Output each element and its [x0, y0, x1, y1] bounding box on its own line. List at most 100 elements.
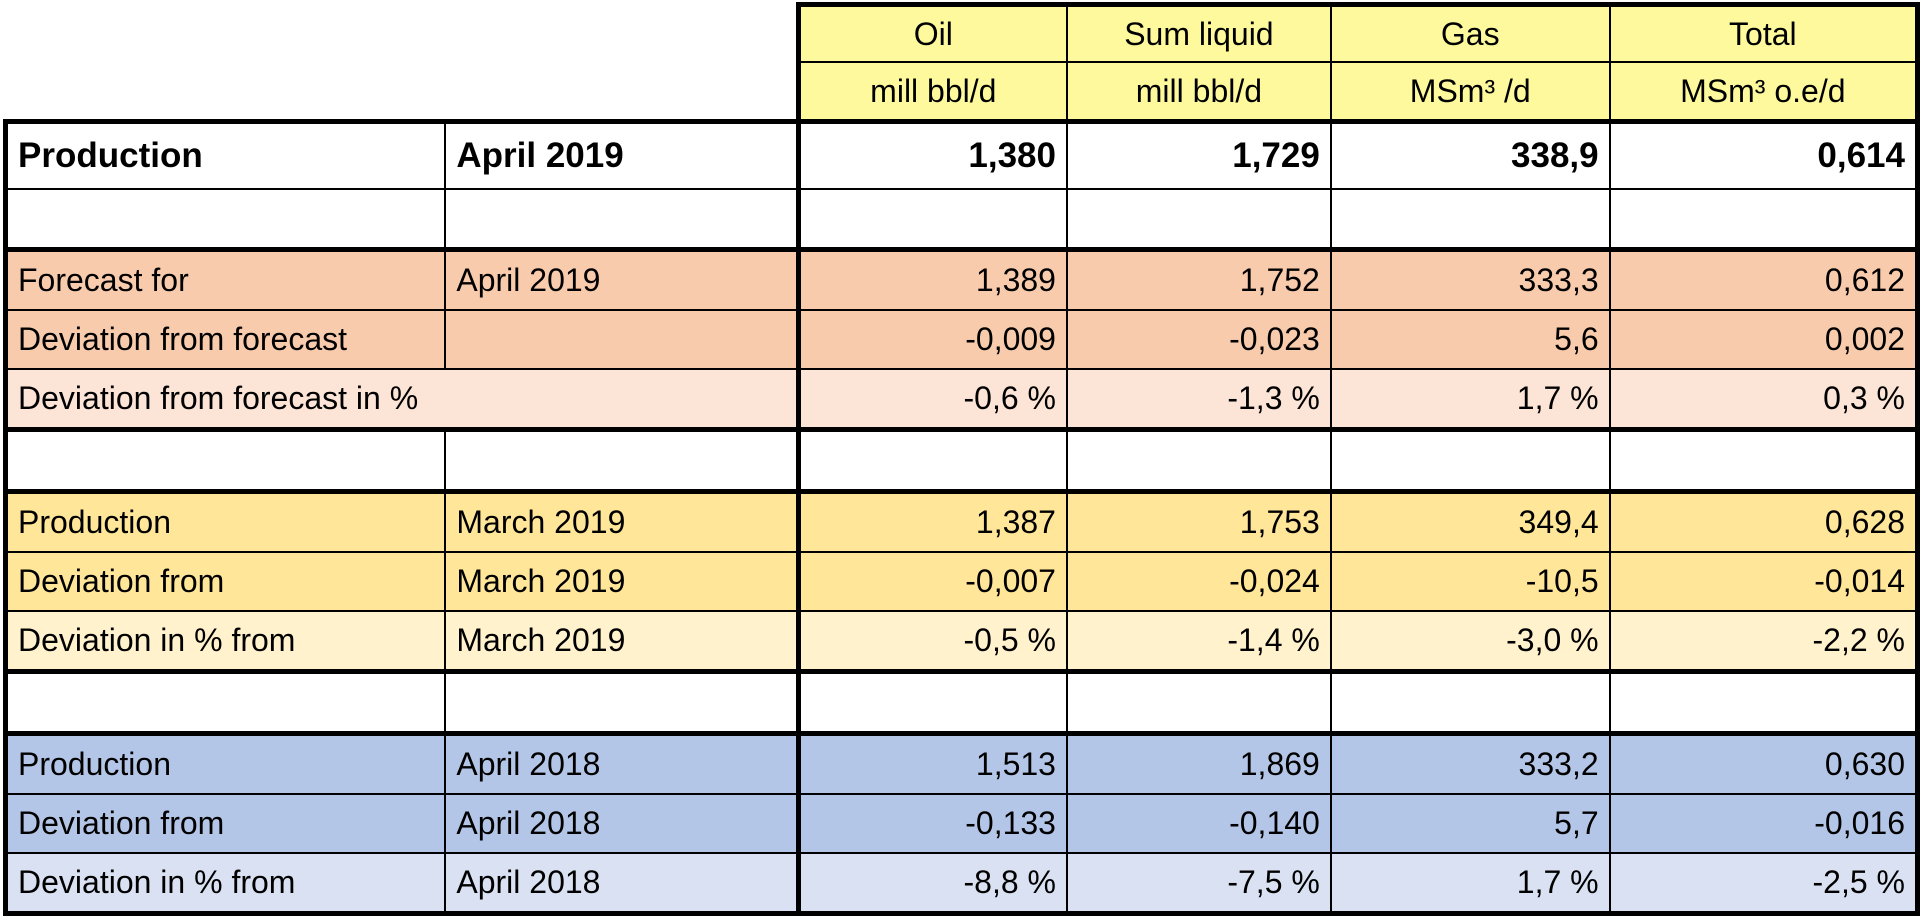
row-value: -1,3 %	[1065, 368, 1332, 431]
row-value: -7,5 %	[1065, 852, 1332, 916]
row-value: 1,7 %	[1329, 368, 1611, 431]
row-period: April 2019	[444, 247, 800, 311]
production-table: Oil Sum liquid Gas Total mill bbl/d mill…	[3, 2, 1920, 916]
table-row	[3, 669, 1920, 735]
row-label: Production	[3, 731, 447, 795]
row-value: -0,5 %	[795, 610, 1068, 673]
header-blank	[5, 4, 799, 62]
row-value: 0,614	[1608, 119, 1920, 190]
row-period	[444, 669, 800, 735]
table-row: Deviation in % from March 2019 -0,5 % -1,4 …	[3, 610, 1920, 673]
row-value: 1,380	[795, 119, 1068, 190]
row-label	[3, 427, 447, 493]
row-value	[795, 427, 1068, 493]
row-value: -2,5 %	[1608, 852, 1920, 916]
row-value	[1608, 427, 1920, 493]
table-row: Deviation from April 2018 -0,133 -0,140 5,7-…	[3, 793, 1920, 854]
row-value	[1329, 188, 1611, 251]
table-row: Deviation in % from April 2018 -8,8 % -7,5 …	[3, 852, 1920, 916]
table-row	[3, 427, 1920, 493]
row-value: 1,752	[1065, 247, 1332, 311]
row-value: 1,729	[1065, 119, 1332, 190]
row-period: April 2018	[444, 793, 800, 854]
row-value: 1,513	[795, 731, 1068, 795]
table-row: Production March 2019 1,387 1,753 349,4 0,628	[3, 489, 1920, 553]
table-row: Forecast for April 2019 1,389 1,752 333,3 0,6…	[3, 247, 1920, 311]
row-value	[1608, 188, 1920, 251]
row-period	[444, 309, 800, 370]
row-value	[1329, 427, 1611, 493]
row-value: 1,389	[795, 247, 1068, 311]
header-sum-liquid: Sum liquid	[1065, 2, 1332, 63]
row-value: 333,3	[1329, 247, 1611, 311]
table-row: Production April 2019 1,380 1,729 338,9 0,614	[3, 119, 1920, 190]
header-blank	[5, 62, 799, 122]
row-period: April 2019	[444, 119, 800, 190]
row-period	[444, 427, 800, 493]
header-total-unit: MSm³ o.e/d	[1608, 61, 1920, 123]
row-period: March 2019	[444, 551, 800, 612]
header-gas-unit: MSm³ /d	[1329, 61, 1611, 123]
row-value: -0,024	[1065, 551, 1332, 612]
row-value: -0,016	[1608, 793, 1920, 854]
row-value: -8,8 %	[795, 852, 1068, 916]
row-period: April 2018	[444, 852, 800, 916]
header-oil-unit: mill bbl/d	[795, 61, 1068, 123]
row-value	[1065, 188, 1332, 251]
row-value: -0,6 %	[795, 368, 1068, 431]
row-value: -10,5	[1329, 551, 1611, 612]
row-value: -0,009	[795, 309, 1068, 370]
row-label: Forecast for	[3, 247, 447, 311]
table-row: Deviation from forecast in % -0,6 % -1,3 %…	[3, 368, 1920, 431]
row-value: -2,2 %	[1608, 610, 1920, 673]
row-period: April 2018	[444, 731, 800, 795]
table-row: Deviation from forecast -0,009 -0,023 5,6 0,…	[3, 309, 1920, 370]
row-value	[1065, 669, 1332, 735]
row-value: 0,3 %	[1608, 368, 1920, 431]
row-label	[3, 669, 447, 735]
row-period: March 2019	[444, 610, 800, 673]
row-value: 1,387	[795, 489, 1068, 553]
row-value: -0,133	[795, 793, 1068, 854]
row-period	[444, 188, 800, 251]
header-sum-liquid-unit: mill bbl/d	[1065, 61, 1332, 123]
row-period: March 2019	[444, 489, 800, 553]
row-label: Production	[3, 119, 447, 190]
header-row-names: Oil Sum liquid Gas Total	[5, 2, 1920, 63]
row-value: 5,6	[1329, 309, 1611, 370]
row-label: Deviation in % from	[3, 852, 447, 916]
row-value: -1,4 %	[1065, 610, 1332, 673]
row-value	[795, 669, 1068, 735]
header-gas: Gas	[1329, 2, 1611, 63]
table-row: Deviation from March 2019 -0,007 -0,024 -10,…	[3, 551, 1920, 612]
row-value: 0,630	[1608, 731, 1920, 795]
row-label: Deviation from forecast	[3, 309, 447, 370]
row-value: -0,140	[1065, 793, 1332, 854]
table-row: Production April 2018 1,513 1,869 333,2 0,630	[3, 731, 1920, 795]
row-label: Deviation from	[3, 551, 447, 612]
row-value: 1,753	[1065, 489, 1332, 553]
row-value: -0,007	[795, 551, 1068, 612]
row-value: 0,002	[1608, 309, 1920, 370]
row-label	[3, 188, 447, 251]
row-value: 1,869	[1065, 731, 1332, 795]
row-value	[1329, 669, 1611, 735]
row-value: 333,2	[1329, 731, 1611, 795]
row-value: -0,023	[1065, 309, 1332, 370]
row-value: -3,0 %	[1329, 610, 1611, 673]
row-value	[1608, 669, 1920, 735]
header-total: Total	[1608, 2, 1920, 63]
row-value: 5,7	[1329, 793, 1611, 854]
row-label: Deviation from	[3, 793, 447, 854]
row-value: 1,7 %	[1329, 852, 1611, 916]
header-oil: Oil	[795, 2, 1068, 63]
row-label: Deviation from forecast in %	[3, 368, 800, 431]
row-label: Production	[3, 489, 447, 553]
row-value	[795, 188, 1068, 251]
header-row-units: mill bbl/d mill bbl/d MSm³ /d MSm³ o.e/d	[5, 61, 1920, 123]
table-row	[3, 188, 1920, 251]
row-value: -0,014	[1608, 551, 1920, 612]
row-label: Deviation in % from	[3, 610, 447, 673]
row-value: 338,9	[1329, 119, 1611, 190]
row-value: 0,612	[1608, 247, 1920, 311]
